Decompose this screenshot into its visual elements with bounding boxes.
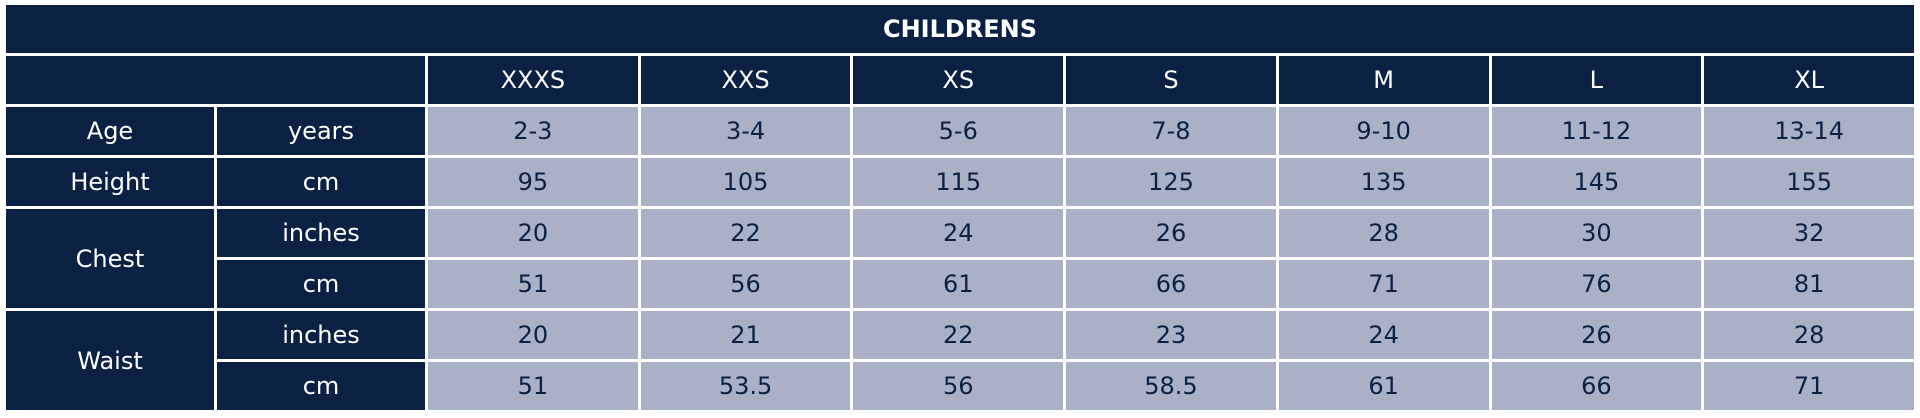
value-cell: 53.5 — [640, 362, 851, 410]
size-header: L — [1491, 56, 1702, 104]
value-cell: 155 — [1704, 158, 1914, 206]
value-cell: 22 — [640, 209, 851, 257]
value-cell: 30 — [1491, 209, 1702, 257]
size-header: XS — [853, 56, 1064, 104]
value-cell: 23 — [1066, 311, 1276, 359]
value-cell: 5-6 — [853, 107, 1064, 155]
value-cell: 32 — [1704, 209, 1914, 257]
value-cell: 61 — [853, 260, 1064, 308]
value-cell: 135 — [1278, 158, 1489, 206]
value-cell: 56 — [853, 362, 1064, 410]
value-cell: 51 — [428, 362, 638, 410]
value-cell: 3-4 — [640, 107, 851, 155]
size-header: S — [1066, 56, 1276, 104]
value-cell: 20 — [428, 209, 638, 257]
header-blank — [6, 56, 425, 104]
unit-label: inches — [217, 209, 425, 257]
value-cell: 26 — [1066, 209, 1276, 257]
title-row: CHILDRENS — [6, 5, 1914, 53]
data-row: cm 51 53.5 56 58.5 61 66 71 — [6, 362, 1914, 410]
value-cell: 51 — [428, 260, 638, 308]
value-cell: 76 — [1491, 260, 1702, 308]
value-cell: 24 — [1278, 311, 1489, 359]
measure-label: Waist — [6, 311, 214, 410]
value-cell: 61 — [1278, 362, 1489, 410]
value-cell: 115 — [853, 158, 1064, 206]
header-row: XXXS XXS XS S M L XL — [6, 56, 1914, 104]
value-cell: 125 — [1066, 158, 1276, 206]
value-cell: 66 — [1066, 260, 1276, 308]
unit-label: years — [217, 107, 425, 155]
value-cell: 71 — [1278, 260, 1489, 308]
data-row: Height cm 95 105 115 125 135 145 155 — [6, 158, 1914, 206]
data-row: cm 51 56 61 66 71 76 81 — [6, 260, 1914, 308]
value-cell: 9-10 — [1278, 107, 1489, 155]
value-cell: 71 — [1704, 362, 1914, 410]
value-cell: 11-12 — [1491, 107, 1702, 155]
size-header: XXXS — [428, 56, 638, 104]
unit-label: inches — [217, 311, 425, 359]
unit-label: cm — [217, 158, 425, 206]
unit-label: cm — [217, 362, 425, 410]
value-cell: 105 — [640, 158, 851, 206]
size-header: M — [1278, 56, 1489, 104]
unit-label: cm — [217, 260, 425, 308]
data-row: Waist inches 20 21 22 23 24 26 28 — [6, 311, 1914, 410]
measure-label: Age — [6, 107, 214, 155]
value-cell: 56 — [640, 260, 851, 308]
value-cell: 20 — [428, 311, 638, 359]
value-cell: 145 — [1491, 158, 1702, 206]
size-table: CHILDRENS XXXS XXS XS S M L XL Age years 2-3 3-4 5-… — [3, 2, 1917, 413]
data-row: Chest inches 20 22 24 26 28 30 32 — [6, 209, 1914, 308]
data-row: Age years 2-3 3-4 5-6 7-8 9-10 11-12 13-14 — [6, 107, 1914, 155]
table-body: CHILDRENS XXXS XXS XS S M L XL Age years 2-3 3-4 5-… — [6, 5, 1914, 410]
size-header: XXS — [640, 56, 851, 104]
value-cell: 28 — [1278, 209, 1489, 257]
value-cell: 22 — [853, 311, 1064, 359]
size-header: XL — [1704, 56, 1914, 104]
value-cell: 28 — [1704, 311, 1914, 359]
value-cell: 13-14 — [1704, 107, 1914, 155]
value-cell: 66 — [1491, 362, 1702, 410]
value-cell: 24 — [853, 209, 1064, 257]
value-cell: 2-3 — [428, 107, 638, 155]
value-cell: 95 — [428, 158, 638, 206]
table-title: CHILDRENS — [6, 5, 1914, 53]
value-cell: 58.5 — [1066, 362, 1276, 410]
measure-label: Chest — [6, 209, 214, 308]
value-cell: 7-8 — [1066, 107, 1276, 155]
value-cell: 81 — [1704, 260, 1914, 308]
value-cell: 21 — [640, 311, 851, 359]
measure-label: Height — [6, 158, 214, 206]
value-cell: 26 — [1491, 311, 1702, 359]
